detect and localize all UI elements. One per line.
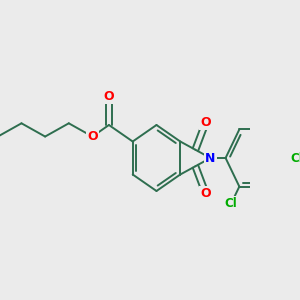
Text: O: O bbox=[87, 130, 98, 143]
Text: O: O bbox=[200, 187, 211, 200]
Text: O: O bbox=[200, 116, 211, 129]
Text: N: N bbox=[205, 152, 216, 164]
Text: Cl: Cl bbox=[290, 152, 300, 164]
Text: O: O bbox=[103, 90, 114, 104]
Text: Cl: Cl bbox=[225, 197, 238, 210]
